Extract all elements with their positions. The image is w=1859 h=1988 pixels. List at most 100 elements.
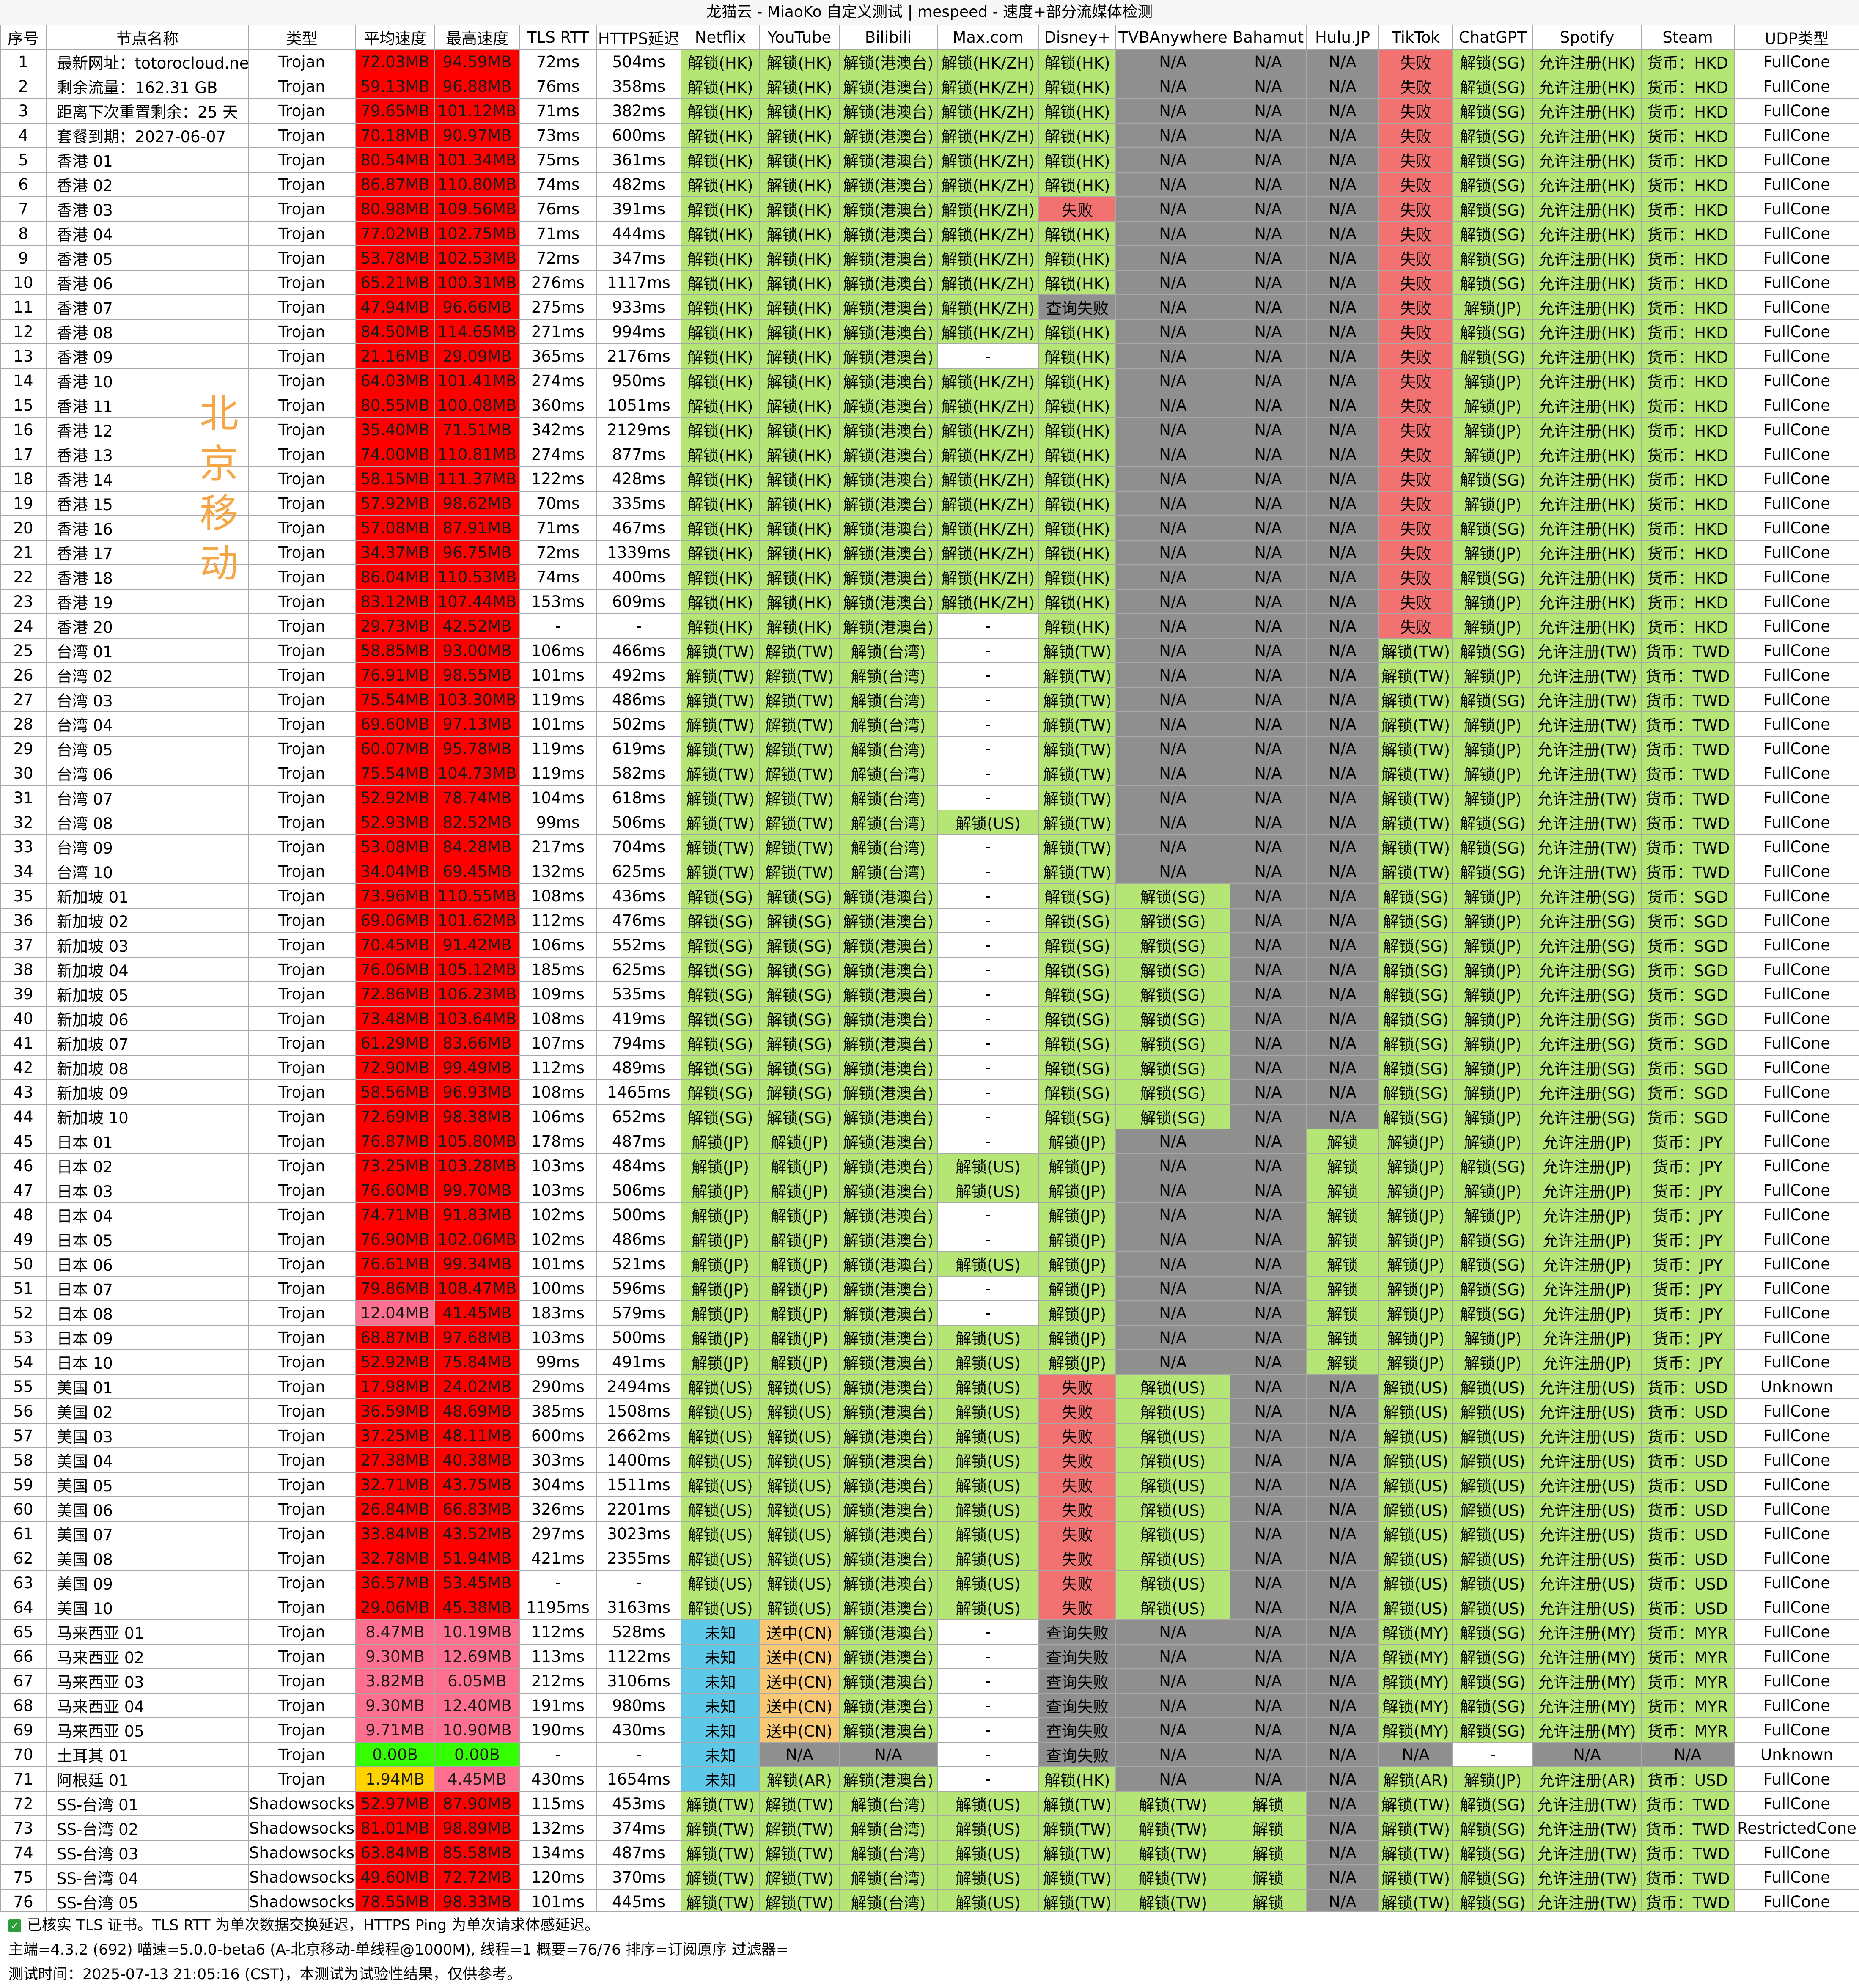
cell-https-latency: 1051ms <box>596 393 681 418</box>
table-row: 21 香港 17 Trojan 34.37MB 96.75MB 72ms 1339ms 解锁(… <box>0 540 1859 565</box>
cell-tvbanywhere: N/A <box>1115 1251 1230 1277</box>
cell-tiktok: 解锁(JP) <box>1378 1325 1453 1350</box>
cell-netflix: 解锁(HK) <box>681 442 760 467</box>
cell-youtube: 解锁(US) <box>759 1423 840 1448</box>
cell-max-speed: 98.89MB <box>434 1815 520 1841</box>
cell-tls-rtt: 72ms <box>519 245 597 271</box>
header-col-chatgpt: ChatGPT <box>1452 25 1533 50</box>
cell-disney: 解锁(HK) <box>1038 368 1116 393</box>
header-col-tls-rtt: TLS RTT <box>519 25 597 50</box>
table-row: 33 台湾 09 Trojan 53.08MB 84.28MB 217ms 704ms 解锁(… <box>0 834 1859 859</box>
cell-disney: 失败 <box>1038 1472 1116 1497</box>
cell-https-latency: 552ms <box>596 932 681 958</box>
cell-max-speed: 97.68MB <box>434 1325 520 1350</box>
cell-udp-type: FullCone <box>1734 515 1859 541</box>
cell-node-name: 美国 05 <box>46 1472 249 1497</box>
cell-max-speed: 101.12MB <box>434 98 520 124</box>
cell-type: Trojan <box>248 1570 356 1595</box>
cell-max-speed: 107.44MB <box>434 589 520 614</box>
cell-spotify: 允许注册(SG) <box>1532 883 1642 909</box>
cell-netflix: 解锁(HK) <box>681 540 760 565</box>
cell-hulu-jp: N/A <box>1306 1717 1379 1743</box>
cell-youtube: 解锁(US) <box>759 1472 840 1497</box>
cell-youtube: 解锁(HK) <box>759 123 840 148</box>
cell-disney: 失败 <box>1038 1595 1116 1620</box>
cell-udp-type: FullCone <box>1734 49 1859 74</box>
cell-udp-type: FullCone <box>1734 1889 1859 1914</box>
cell-udp-type: FullCone <box>1734 319 1859 344</box>
cell-node-name: 台湾 03 <box>46 687 249 712</box>
cell-bilibili: 解锁(台湾) <box>839 1864 938 1890</box>
cell-bilibili: 解锁(港澳台) <box>839 1619 938 1645</box>
cell-bilibili: 解锁(港澳台) <box>839 957 938 982</box>
cell-hulu-jp: N/A <box>1306 245 1379 271</box>
cell-tiktok: 解锁(TW) <box>1378 711 1453 737</box>
cell-https-latency: 391ms <box>596 196 681 222</box>
cell-tls-rtt: 99ms <box>519 1349 597 1375</box>
cell-hulu-jp: N/A <box>1306 662 1379 688</box>
cell-tvbanywhere: N/A <box>1115 1742 1230 1767</box>
cell-index: 47 <box>0 1178 47 1203</box>
cell-node-name: 马来西亚 04 <box>46 1693 249 1718</box>
cell-type: Trojan <box>248 1693 356 1718</box>
cell-tiktok: 解锁(MY) <box>1378 1668 1453 1694</box>
cell-index: 59 <box>0 1472 47 1497</box>
cell-max: - <box>937 761 1039 786</box>
cell-spotify: 允许注册(HK) <box>1532 294 1642 320</box>
cell-avg-speed: 72.86MB <box>355 981 435 1007</box>
cell-avg-speed: 70.18MB <box>355 123 435 148</box>
cell-disney: 解锁(SG) <box>1038 1006 1116 1031</box>
cell-steam: 货币：USD <box>1641 1595 1735 1620</box>
cell-tiktok: 解锁(TW) <box>1378 736 1453 761</box>
cell-type: Trojan <box>248 49 356 74</box>
cell-type: Shadowsocks <box>248 1791 356 1816</box>
cell-steam: 货币：JPY <box>1641 1325 1735 1350</box>
cell-tvbanywhere: N/A <box>1115 319 1230 344</box>
cell-type: Trojan <box>248 834 356 859</box>
cell-bilibili: 解锁(港澳台) <box>839 1374 938 1399</box>
cell-udp-type: FullCone <box>1734 294 1859 320</box>
cell-avg-speed: 9.30MB <box>355 1644 435 1669</box>
cell-hulu-jp: N/A <box>1306 1595 1379 1620</box>
cell-hulu-jp: N/A <box>1306 491 1379 516</box>
table-row: 42 新加坡 08 Trojan 72.90MB 99.49MB 112ms 489ms 解锁… <box>0 1055 1859 1080</box>
watermark-char: 动 <box>199 541 239 586</box>
cell-netflix: 解锁(TW) <box>681 1864 760 1890</box>
cell-type: Trojan <box>248 1644 356 1669</box>
cell-udp-type: FullCone <box>1734 1693 1859 1718</box>
cell-youtube: 解锁(HK) <box>759 515 840 541</box>
cell-tls-rtt: 103ms <box>519 1153 597 1178</box>
cell-disney: 查询失败 <box>1038 294 1116 320</box>
cell-netflix: 解锁(HK) <box>681 393 760 418</box>
cell-avg-speed: 81.01MB <box>355 1815 435 1841</box>
cell-type: Trojan <box>248 1153 356 1178</box>
cell-bilibili: 解锁(港澳台) <box>839 98 938 124</box>
cell-node-name: 美国 09 <box>46 1570 249 1595</box>
cell-type: Trojan <box>248 883 356 909</box>
cell-max-speed: 4.45MB <box>434 1766 520 1792</box>
table-row: 64 美国 10 Trojan 29.06MB 45.38MB 1195ms 3163ms 解… <box>0 1595 1859 1620</box>
cell-youtube: 解锁(SG) <box>759 883 840 909</box>
cell-disney: 解锁(JP) <box>1038 1129 1116 1154</box>
cell-bilibili: 解锁(港澳台) <box>839 883 938 909</box>
cell-steam: 货币：HKD <box>1641 319 1735 344</box>
cell-max: - <box>937 1668 1039 1694</box>
cell-bahamut: N/A <box>1230 687 1307 712</box>
cell-steam: 货币：SGD <box>1641 981 1735 1007</box>
cell-type: Trojan <box>248 1668 356 1694</box>
cell-steam: 货币：JPY <box>1641 1251 1735 1277</box>
cell-bahamut: N/A <box>1230 294 1307 320</box>
cell-spotify: 允许注册(JP) <box>1532 1276 1642 1301</box>
cell-tls-rtt: 102ms <box>519 1202 597 1227</box>
cell-spotify: 允许注册(HK) <box>1532 491 1642 516</box>
cell-type: Trojan <box>248 1104 356 1129</box>
cell-udp-type: FullCone <box>1734 196 1859 222</box>
cell-steam: 货币：TWD <box>1641 687 1735 712</box>
cell-netflix: 解锁(HK) <box>681 245 760 271</box>
cell-netflix: 解锁(SG) <box>681 981 760 1007</box>
cell-netflix: 未知 <box>681 1742 760 1767</box>
cell-max-speed: 102.53MB <box>434 245 520 271</box>
cell-type: Trojan <box>248 1227 356 1252</box>
cell-tls-rtt: 303ms <box>519 1447 597 1473</box>
cell-https-latency: 933ms <box>596 294 681 320</box>
